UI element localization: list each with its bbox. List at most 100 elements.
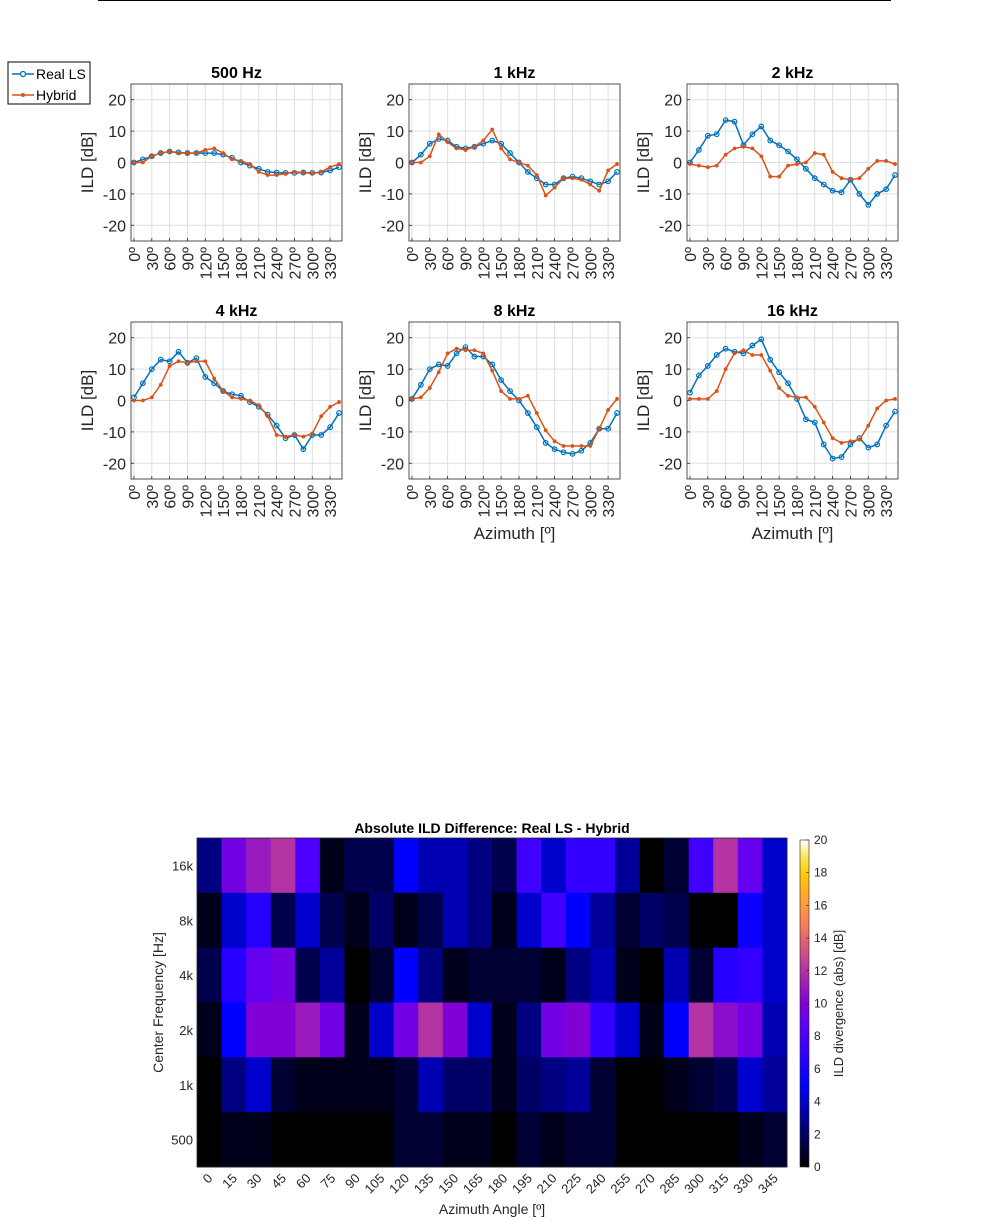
heatmap-cell [762,892,788,949]
data-point-real-ls [489,361,496,368]
heatmap-cell [737,947,763,1003]
heatmap-x-tick-label: 330 [730,1171,756,1197]
data-point-hybrid [830,170,835,174]
heatmap-cell [614,1057,640,1113]
heatmap-cell [516,1057,542,1113]
data-point-real-ls [811,419,818,426]
heatmap-cell [295,1057,321,1113]
x-tick-label: 30º [423,485,440,509]
x-tick-label: 150º [216,485,233,518]
heatmap-cell [762,1002,788,1058]
heatmap-x-tick-label: 165 [460,1171,486,1197]
heatmap-cell [664,947,690,1003]
data-point-hybrid [418,395,423,400]
data-point-hybrid [552,185,557,190]
data-point-hybrid [319,414,324,419]
x-tick-label: 0º [683,485,700,500]
heatmap-y-tick-label: 16k [172,858,193,873]
heatmap-cell [344,1057,370,1113]
data-point-hybrid [597,426,602,431]
data-point-hybrid [705,165,710,170]
y-tick-label: 20 [108,331,126,348]
heatmap-cell [344,947,370,1003]
data-point-hybrid [741,348,746,353]
data-point-hybrid [203,359,208,364]
data-point-hybrid [543,428,548,433]
heatmap-cell [467,1112,493,1168]
heatmap-cell [295,1002,321,1058]
data-point-hybrid [597,188,602,193]
heatmap-cell [737,1002,763,1058]
heatmap-cell [221,1112,247,1168]
heatmap-cell [639,892,665,949]
heatmap-cell [565,1112,591,1168]
x-tick-label: 180º [790,485,807,518]
x-tick-label: 0º [683,247,700,262]
x-tick-label: 300º [583,485,600,518]
x-tick-label: 60º [441,485,458,509]
x-tick-label: 240º [270,485,287,518]
heatmap-cell [246,838,272,894]
data-point-hybrid [132,398,136,403]
data-point-real-ls [874,441,881,448]
heatmap-cell [344,1112,370,1168]
x-tick-label: 120º [198,485,215,518]
data-point-real-ls [417,151,424,158]
data-point-hybrid [212,376,217,381]
heatmap-cell [639,947,665,1003]
heatmap-cell [614,1112,640,1168]
heatmap-cell [393,947,419,1003]
data-point-hybrid [221,389,226,393]
x-tick-label: 0º [127,247,144,262]
heatmap-cell [590,1002,616,1058]
x-tick-label: 120º [198,247,215,280]
data-point-hybrid [508,397,512,401]
heatmap-cell [688,1057,714,1113]
data-point-real-ls [713,352,720,358]
x-tick-label: 150º [494,247,511,280]
heatmap-cell [418,1057,444,1113]
heatmap-cell [492,838,517,894]
data-point-hybrid [759,353,764,357]
heatmap-cell [221,838,247,894]
data-point-hybrid [777,386,782,390]
x-tick-label: 120º [754,485,771,518]
heatmap-cell [319,1057,345,1113]
x-tick-label: 300º [861,247,878,280]
data-point-hybrid [696,397,701,401]
data-point-hybrid [534,173,539,177]
colorbar-tick-label: 18 [814,866,828,880]
data-point-real-ls [865,444,872,451]
heatmap-cell [737,1112,763,1168]
data-point-real-ls [776,369,783,376]
heatmap-cell [492,947,517,1003]
y-tick-label: 10 [108,124,126,141]
x-tick-label: 90º [180,247,197,271]
heatmap-cell [393,892,419,949]
heatmap-cell [492,1002,517,1058]
data-point-real-ls [569,450,576,457]
y-axis-label: ILD [dB] [78,370,97,431]
data-point-hybrid [167,149,172,154]
data-point-real-ls [542,181,549,188]
data-point-hybrid [777,174,782,179]
heatmap-x-tick-label: 135 [411,1171,437,1197]
data-point-hybrid [472,348,477,353]
heatmap-cell [664,1057,690,1113]
x-tick-label: 240º [270,247,287,280]
heatmap-cell [369,838,395,894]
data-point-real-ls [829,187,836,194]
data-point-hybrid [508,157,512,162]
data-point-real-ls [524,169,531,175]
heatmap-cell [492,1112,517,1168]
heatmap-cell [295,1112,321,1168]
data-point-real-ls [148,366,155,373]
series-line-hybrid [690,349,896,444]
x-tick-label: 30º [145,247,162,271]
heatmap-y-tick-label: 1k [179,1078,193,1093]
heatmap-y-tick-label: 4k [179,968,193,983]
data-point-real-ls [838,454,845,460]
heatmap-cell [713,838,739,894]
data-point-hybrid [750,353,755,357]
x-tick-label: 120º [476,247,493,280]
